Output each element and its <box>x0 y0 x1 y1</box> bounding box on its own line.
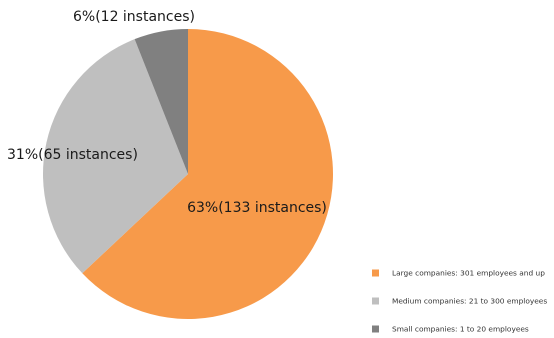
pie-slice-3 <box>134 28 188 174</box>
legend-item: Medium companies: 21 to 300 employees <box>372 297 547 306</box>
slice-label-3: 6%(12 instances) <box>73 9 195 25</box>
legend-label: Small companies: 1 to 20 employees <box>392 325 529 334</box>
pie-slices <box>42 28 333 320</box>
legend-item: Large companies: 301 employees and up <box>372 269 545 278</box>
legend-swatch <box>372 325 379 333</box>
legend: Large companies: 301 employees and up Med… <box>372 269 547 334</box>
legend-label: Medium companies: 21 to 300 employees <box>392 297 547 306</box>
pie-slice-1 <box>82 29 333 320</box>
legend-swatch <box>372 269 379 277</box>
slice-labels: 63%(133 instances) 31%(65 instances) 6%(12… <box>7 9 327 216</box>
slice-label-1: 63%(133 instances) <box>187 200 327 216</box>
legend-label: Large companies: 301 employees and up <box>392 269 545 278</box>
pie-slice-2 <box>42 39 188 274</box>
slice-label-2: 31%(65 instances) <box>7 147 138 163</box>
legend-item: Small companies: 1 to 20 employees <box>372 325 529 334</box>
legend-swatch <box>372 297 379 305</box>
